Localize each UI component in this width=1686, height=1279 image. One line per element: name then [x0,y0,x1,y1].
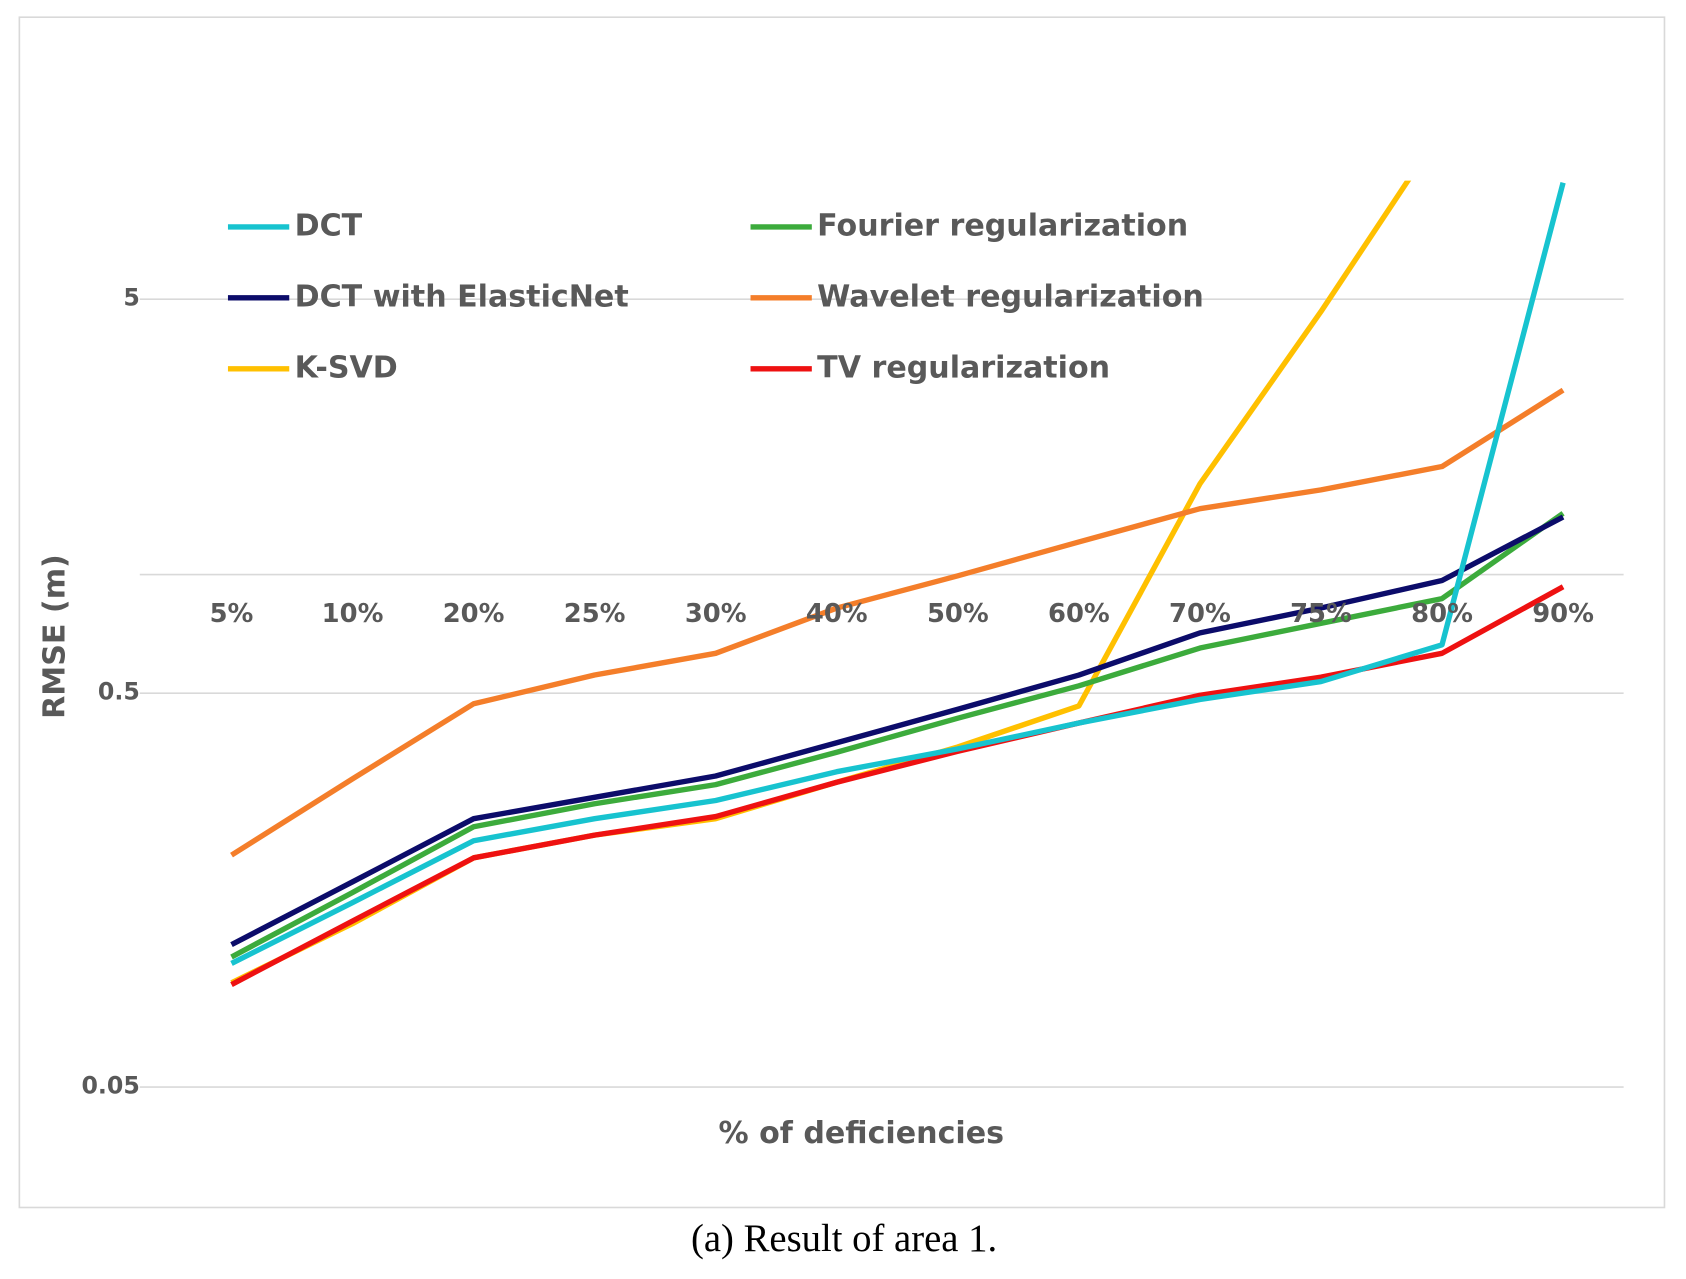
x-tick-label: 20% [443,599,505,629]
legend-label: K-SVD [295,350,398,385]
x-tick-label: 25% [564,599,626,629]
series-line [230,182,1566,966]
x-tick-label: 30% [685,599,747,629]
x-tick-label: 80% [1411,599,1473,629]
x-tick-label: 90% [1532,599,1594,629]
x-tick-label: 70% [1169,599,1231,629]
legend-label: Fourier regularization [817,208,1188,243]
x-tick-label: 50% [927,599,989,629]
x-tick-label: 40% [806,599,868,629]
plot-area [230,180,1566,987]
x-tick-label: 60% [1048,599,1110,629]
legend-label: DCT [295,208,363,243]
legend-label: Wavelet regularization [817,279,1204,314]
caption: (a) Result of area 1. [691,1218,997,1260]
x-tick-label: 75% [1290,599,1352,629]
y-tick-label: 0.05 [81,1072,139,1100]
x-tick-label: 5% [210,599,254,629]
y-axis-title: RMSE (m) [37,554,72,719]
series-line [230,514,1565,947]
x-axis-title: % of deficiencies [718,1116,1004,1151]
legend-label: TV regularization [817,350,1110,385]
x-tick-label: 10% [322,599,384,629]
series-line [230,387,1565,858]
legend-label: DCT with ElasticNet [295,279,629,314]
y-tick-label: 0.5 [98,678,140,706]
chart-frame [18,16,1666,1209]
series-line [230,511,1565,960]
y-tick-label: 5 [123,284,139,312]
